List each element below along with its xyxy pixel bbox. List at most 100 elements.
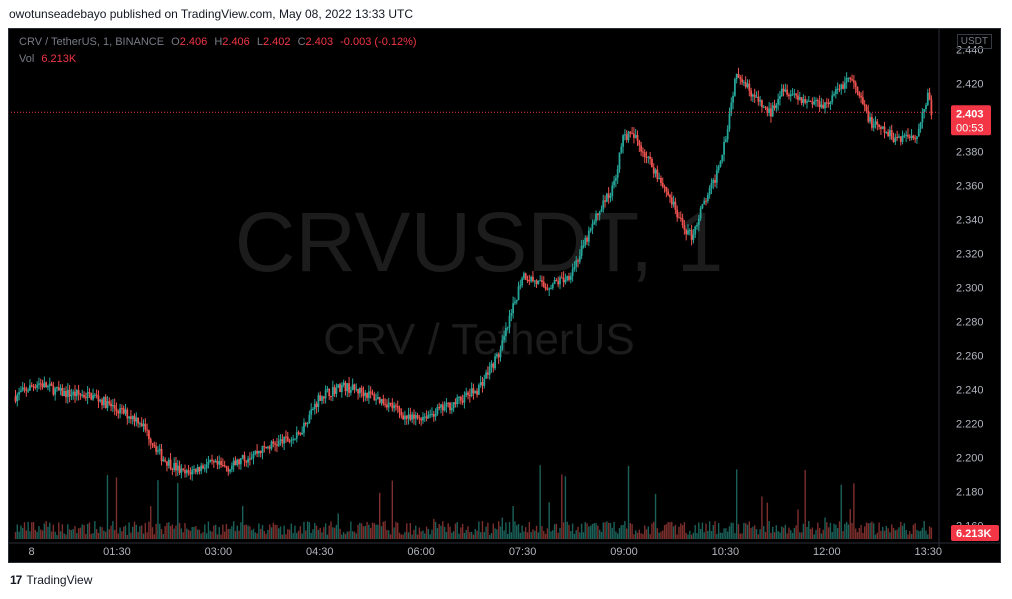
currency-unit-button[interactable]: USDT <box>956 34 992 49</box>
candle-body <box>321 396 323 401</box>
volume-bar <box>135 524 138 539</box>
price-tick-label: 2.260 <box>956 350 984 362</box>
volume-bar <box>218 527 220 539</box>
volume-bar <box>910 533 913 539</box>
candle-body <box>573 266 576 270</box>
candle-body <box>301 432 304 435</box>
volume-bar <box>898 527 900 539</box>
candle-body <box>81 394 84 396</box>
volume-bar <box>622 524 624 539</box>
volume-bar <box>580 523 583 539</box>
volume-bar <box>635 530 637 539</box>
candle-body <box>514 301 516 304</box>
candle-body <box>304 422 307 425</box>
candle-body <box>551 284 554 289</box>
volume-bar <box>348 531 350 539</box>
volume-bar <box>907 534 909 539</box>
candle-body <box>638 140 641 146</box>
volume-bar <box>479 532 482 539</box>
volume-bar <box>582 532 585 539</box>
volume-bar <box>570 530 572 539</box>
volume-bar <box>528 522 531 539</box>
volume-bar <box>575 530 577 539</box>
volume-bar <box>151 527 154 539</box>
candle-body <box>342 382 345 386</box>
candle-body <box>535 280 538 285</box>
volume-bar <box>516 525 518 539</box>
candle-body <box>447 402 450 404</box>
candle-body <box>636 135 639 141</box>
candle-body <box>225 466 228 468</box>
candle-body <box>773 105 776 109</box>
symbol-text[interactable]: CRV / TetherUS, 1, BINANCE <box>19 36 165 48</box>
candle-body <box>308 414 311 424</box>
candle-body <box>400 411 403 416</box>
volume-bar <box>434 521 437 539</box>
volume-bar <box>871 521 873 539</box>
candle-body <box>503 336 506 341</box>
change-value: -0.003 (-0.12%) <box>340 36 417 48</box>
volume-bar <box>445 531 448 539</box>
volume-bar <box>627 465 630 539</box>
volume-bar <box>225 524 228 539</box>
volume-bar <box>847 524 850 539</box>
volume-bar <box>562 522 565 539</box>
volume-bar <box>809 528 812 539</box>
volume-bar <box>663 525 666 539</box>
volume-bar <box>649 534 651 539</box>
volume-bar <box>22 527 24 539</box>
volume-bar <box>625 528 628 539</box>
volume-bar <box>160 528 163 539</box>
candle-body <box>202 465 204 469</box>
volume-bar <box>312 529 314 539</box>
candle-body <box>663 186 666 188</box>
volume-bar <box>689 530 691 539</box>
volume-bar <box>106 474 109 539</box>
candle-body <box>166 461 168 466</box>
candle-body <box>533 280 536 282</box>
candle-body <box>54 388 57 395</box>
volume-bar <box>133 521 136 539</box>
candle-body <box>712 179 715 184</box>
volume-bar <box>153 534 156 539</box>
volume-bar <box>460 527 462 539</box>
candle-body <box>739 77 742 80</box>
volume-bar <box>732 522 734 539</box>
volume-bar <box>413 529 415 539</box>
candle-body <box>330 395 332 397</box>
candle-body <box>182 468 185 471</box>
volume-bar <box>99 526 101 539</box>
candle-body <box>887 131 890 137</box>
tradingview-logo-icon: 17 <box>10 573 22 587</box>
volume-bar <box>269 524 271 539</box>
footer-brand[interactable]: 17 TradingView <box>10 573 92 587</box>
candle-body <box>604 200 606 202</box>
volume-bar <box>845 521 848 539</box>
volume-bar <box>770 532 772 539</box>
candle-body <box>890 130 893 139</box>
candle-body <box>642 151 644 153</box>
candle-body <box>391 403 394 409</box>
volume-bar <box>321 532 323 539</box>
volume-bar <box>631 524 633 539</box>
volume-bar <box>58 522 60 539</box>
volume-bar <box>323 527 325 539</box>
candle-body <box>818 101 821 108</box>
candle-body <box>757 96 760 102</box>
volume-bar <box>918 531 920 539</box>
volume-bar <box>117 533 119 539</box>
candle-body <box>117 411 120 414</box>
volume-bar <box>487 522 489 539</box>
volume-bar <box>67 524 69 539</box>
candle-body <box>834 89 837 94</box>
volume-bar <box>497 521 500 539</box>
candle-body <box>670 197 673 205</box>
volume-bar <box>108 529 110 539</box>
candle-body <box>750 90 753 97</box>
candle-body <box>418 417 421 419</box>
volume-bar <box>526 532 529 539</box>
candle-body <box>784 89 787 92</box>
volume-bar <box>36 531 38 539</box>
